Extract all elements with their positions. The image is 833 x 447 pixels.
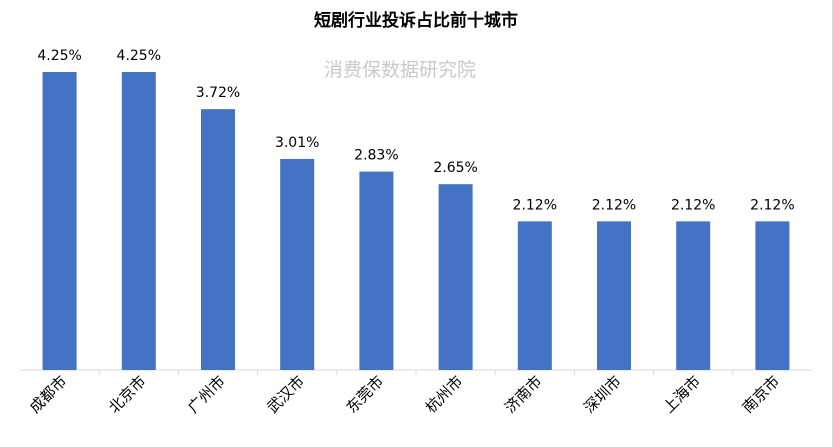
data-labels-group: 4.25% 4.25% 3.72% 3.01% 2.83% 2.65% 2.12% 2.12%…	[37, 48, 794, 213]
bar-1[interactable]	[42, 72, 77, 370]
bars-group	[42, 72, 790, 370]
data-label-10: 2.12%	[750, 197, 794, 213]
x-tick-label-6: 杭州市	[422, 372, 467, 417]
bar-3[interactable]	[201, 109, 235, 370]
watermark-text: 消费保数据研究院	[324, 59, 476, 81]
x-tick-label-5: 东莞市	[343, 372, 388, 417]
bar-2[interactable]	[121, 72, 156, 370]
x-tick-label-4: 武汉市	[263, 372, 308, 417]
bar-9[interactable]	[676, 221, 711, 370]
x-tick-label-1: 成都市	[26, 372, 71, 417]
data-label-5: 2.83%	[354, 148, 398, 164]
data-label-4: 3.01%	[275, 135, 319, 151]
data-label-3: 3.72%	[196, 85, 240, 101]
data-label-8: 2.12%	[592, 197, 636, 213]
data-label-6: 2.65%	[433, 160, 477, 176]
data-label-9: 2.12%	[671, 197, 715, 213]
bar-10[interactable]	[755, 221, 790, 370]
bar-6[interactable]	[438, 184, 473, 370]
data-label-7: 2.12%	[513, 197, 557, 213]
bar-7[interactable]	[517, 221, 552, 370]
x-tick-label-7: 济南市	[501, 372, 546, 417]
x-tick-label-8: 深圳市	[580, 372, 625, 417]
x-tick-label-10: 南京市	[739, 372, 784, 417]
bar-5[interactable]	[359, 171, 394, 370]
x-tick-label-2: 北京市	[105, 372, 150, 417]
x-tick-label-9: 上海市	[659, 372, 704, 417]
data-label-2: 4.25%	[117, 48, 161, 64]
bar-8[interactable]	[597, 221, 631, 370]
x-tick-labels-group: 成都市 北京市 广州市 武汉市 东莞市 杭州市 济南市 深圳市 上海市 南京市	[26, 370, 783, 417]
x-tick-label-3: 广州市	[184, 372, 229, 417]
data-label-1: 4.25%	[37, 48, 81, 64]
bar-4[interactable]	[280, 158, 315, 370]
chart-title: 短剧行业投诉占比前十城市	[314, 10, 518, 31]
